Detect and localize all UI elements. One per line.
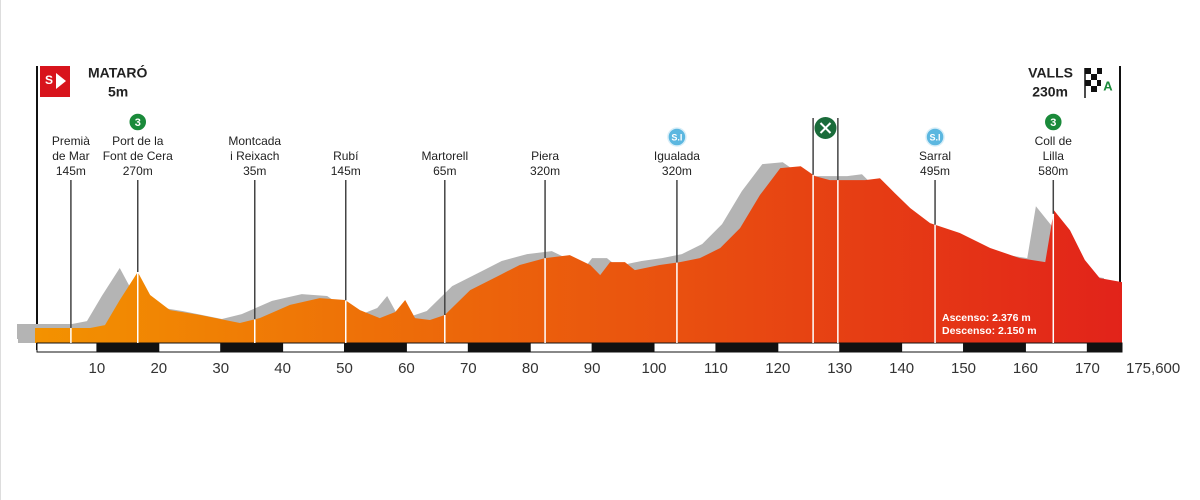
waypoint-badge-bg	[128, 112, 148, 132]
waypoint-badge: S.I	[930, 132, 941, 142]
x-tick-label: 20	[150, 360, 167, 377]
waypoint-badge-bg	[925, 127, 945, 147]
start-badge: S	[45, 73, 53, 87]
waypoint-name: Igualada	[654, 149, 700, 163]
x-tick-label: 40	[274, 360, 291, 377]
waypoint-elevation: 65m	[433, 164, 456, 178]
waypoint-elevation: 320m	[662, 164, 692, 178]
finish-name: VALLS	[1028, 65, 1073, 81]
feed-zone-icon-knife	[819, 122, 832, 134]
waypoint-name: Rubí	[333, 149, 359, 163]
start-elevation: 5m	[108, 84, 128, 100]
waypoint-badge: 3	[135, 117, 141, 129]
axis-segment	[468, 343, 531, 352]
x-tick-label: 110	[704, 360, 728, 377]
stat: Ascenso: 2.376 m	[942, 312, 1031, 324]
waypoint-elevation: 145m	[331, 164, 361, 178]
waypoint-elevation: 270m	[123, 164, 153, 178]
waypoint-name: Font de Cera	[103, 149, 173, 163]
finish-elevation: 230m	[1032, 84, 1068, 100]
waypoint-elevation: 320m	[530, 164, 560, 178]
axis-segment	[592, 343, 655, 352]
x-tick-label: 50	[336, 360, 353, 377]
waypoint-elevation: 580m	[1038, 164, 1068, 178]
waypoint-name: Montcada	[228, 134, 281, 148]
waypoint-name: Port de la	[112, 134, 164, 148]
waypoint-elevation: 495m	[920, 164, 950, 178]
x-tick-label: 170	[1075, 360, 1100, 377]
shadow-base	[18, 328, 38, 343]
x-tick-label: 150	[951, 360, 976, 377]
finish-flag: A	[1084, 68, 1115, 98]
waypoint-name: Lilla	[1043, 149, 1065, 163]
waypoint-name: Sarral	[919, 149, 951, 163]
x-tick-label: 90	[584, 360, 601, 377]
axis-segment	[344, 343, 407, 352]
waypoint-name: Martorell	[421, 149, 468, 163]
waypoint-badge: S.I	[671, 132, 682, 142]
x-tick-label: 70	[460, 360, 477, 377]
x-tick-label: 130	[827, 360, 852, 377]
waypoint-badge-bg	[667, 127, 687, 147]
x-tick-label: 175,600	[1126, 360, 1180, 377]
x-tick-label: 80	[522, 360, 539, 377]
x-tick-label: 120	[765, 360, 790, 377]
profile-area	[35, 166, 1122, 343]
x-tick-label: 140	[889, 360, 914, 377]
axis-segment	[96, 343, 159, 352]
start-name: MATARÓ	[88, 64, 147, 81]
waypoint-name: Coll de	[1035, 134, 1073, 148]
axis-segment	[715, 343, 778, 352]
x-tick-label: 160	[1013, 360, 1038, 377]
waypoint-badge: 3	[1050, 117, 1056, 129]
stat: Descenso: 2.150 m	[942, 325, 1037, 337]
waypoint-name: de Mar	[52, 149, 89, 163]
waypoint-elevation: 35m	[243, 164, 266, 178]
waypoint-name: Piera	[531, 149, 559, 163]
x-tick-label: 30	[212, 360, 229, 377]
x-tick-label: 100	[642, 360, 667, 377]
waypoint-name: Premià	[52, 134, 90, 148]
x-tick-label: 60	[398, 360, 415, 377]
finish-badge: A	[1103, 78, 1113, 93]
start-flag: S	[40, 66, 70, 97]
waypoint-name: i Reixach	[230, 149, 279, 163]
x-tick-label: 10	[89, 360, 106, 377]
axis-bar	[36, 342, 1123, 353]
axis-segment	[220, 343, 283, 352]
waypoint-elevation: 145m	[56, 164, 86, 178]
axis-segment	[1087, 343, 1122, 352]
waypoint-badge-bg	[1043, 112, 1064, 132]
axis-segment	[963, 343, 1026, 352]
axis-segment	[839, 343, 902, 352]
